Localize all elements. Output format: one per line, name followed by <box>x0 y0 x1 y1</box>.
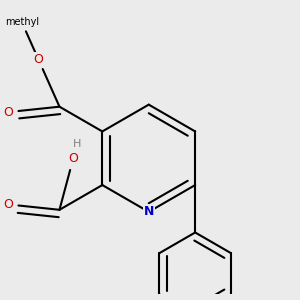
Text: O: O <box>68 152 78 164</box>
Text: H: H <box>73 139 81 149</box>
Text: O: O <box>34 53 44 66</box>
Text: O: O <box>3 198 13 211</box>
Text: methyl: methyl <box>5 17 39 27</box>
Text: O: O <box>3 106 13 118</box>
Text: N: N <box>144 206 154 218</box>
